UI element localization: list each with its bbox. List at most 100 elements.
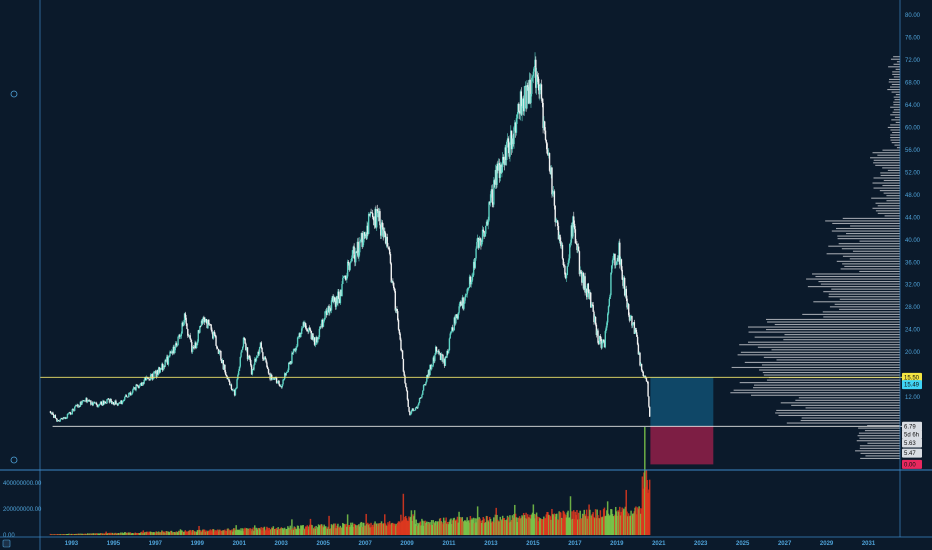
- volume-bar: [421, 520, 424, 535]
- volume-bar: [393, 523, 396, 535]
- settings-icon[interactable]: [2, 539, 11, 548]
- volume-bar: [590, 515, 593, 535]
- candle-body: [246, 347, 248, 351]
- candle-body: [549, 170, 552, 175]
- candle-body: [605, 327, 607, 332]
- volume-bar: [327, 526, 329, 535]
- volume-bar: [619, 515, 622, 535]
- pane-toggle-icon[interactable]: [10, 456, 18, 464]
- candle-body: [481, 241, 483, 246]
- volume-bar: [136, 533, 139, 535]
- volume-profile-bar: [893, 109, 900, 111]
- candle-body: [162, 366, 165, 371]
- volume-bar: [413, 516, 415, 535]
- volume-bar: [509, 521, 512, 535]
- volume-bar: [59, 534, 61, 535]
- volume-bar: [483, 518, 485, 535]
- candle-body: [216, 348, 219, 350]
- candle-body: [396, 309, 398, 312]
- candle-body: [642, 371, 644, 377]
- volume-bar: [267, 530, 270, 535]
- volume-bar: [61, 534, 64, 535]
- volume-bar: [357, 524, 359, 535]
- candle-body: [333, 297, 335, 302]
- volume-bar: [245, 528, 247, 535]
- candle-body: [403, 371, 405, 376]
- volume-bar: [338, 527, 341, 535]
- pane-toggle-icon[interactable]: [10, 90, 18, 98]
- volume-bar: [571, 511, 573, 535]
- candle-body: [238, 366, 241, 371]
- candle-body: [126, 396, 128, 398]
- volume-bar: [193, 531, 195, 535]
- candle-body: [246, 347, 249, 360]
- volume-bar: [108, 532, 111, 535]
- volume-bar: [437, 521, 439, 535]
- volume-bar: [578, 519, 581, 535]
- candle-body: [623, 277, 626, 296]
- candle-body: [335, 296, 338, 307]
- candle-body: [513, 127, 515, 145]
- volume-bar: [218, 529, 220, 535]
- volume-bar: [88, 533, 90, 535]
- volume-bar: [559, 511, 561, 535]
- volume-bar: [138, 533, 141, 535]
- candle-body: [534, 59, 536, 68]
- volume-bar: [392, 524, 395, 535]
- candle-body: [614, 253, 616, 266]
- volume-bar: [592, 512, 594, 535]
- volume-bar: [552, 515, 555, 535]
- volume-bar: [514, 513, 517, 535]
- volume-bar: [311, 525, 313, 535]
- volume-profile-bar: [780, 402, 900, 404]
- candle-body: [577, 246, 579, 251]
- candle-body: [520, 91, 522, 115]
- candle-body: [449, 333, 451, 339]
- volume-bar: [254, 529, 257, 535]
- volume-bar: [115, 533, 118, 535]
- volume-bar: [438, 518, 441, 535]
- volume-profile-bar: [778, 414, 900, 417]
- volume-bar: [530, 518, 532, 535]
- volume-bar: [489, 518, 492, 535]
- candle-body: [619, 242, 621, 265]
- candle-body: [54, 415, 57, 419]
- volume-bar: [72, 533, 74, 535]
- candle-body: [173, 346, 175, 354]
- volume-profile-bar: [895, 94, 900, 96]
- volume-bar: [367, 524, 370, 535]
- volume-bar: [577, 512, 580, 535]
- candle-body: [474, 258, 476, 268]
- x-tick-label: 2013: [484, 541, 498, 547]
- candle-body: [458, 306, 460, 313]
- volume-bar: [564, 515, 567, 535]
- candle-body: [153, 371, 156, 373]
- volume-bar: [122, 533, 124, 535]
- volume-bar: [269, 530, 271, 535]
- volume-bar: [386, 526, 388, 535]
- volume-bar: [556, 519, 559, 535]
- candle-body: [178, 335, 180, 337]
- volume-profile-bar: [859, 445, 900, 447]
- volume-bar: [625, 489, 627, 535]
- volume-bar: [449, 519, 451, 535]
- volume-bar: [380, 521, 383, 535]
- candle-body: [96, 404, 99, 408]
- volume-bar: [498, 521, 501, 535]
- candle-body: [413, 410, 416, 411]
- candle-body: [328, 306, 330, 313]
- chart-icons[interactable]: [2, 90, 18, 548]
- volume-profile-bar: [891, 91, 900, 93]
- volume-bar: [426, 524, 429, 535]
- volume-bar: [171, 532, 174, 535]
- volume-bar: [595, 518, 598, 535]
- volume-profile-bar: [882, 149, 900, 151]
- candle-body: [317, 339, 319, 343]
- candle-body: [401, 350, 403, 351]
- volume-bar: [523, 515, 526, 535]
- volume-bar: [601, 517, 603, 535]
- volume-bar: [421, 518, 423, 535]
- volume-bar: [126, 533, 128, 535]
- volume-bar: [492, 521, 494, 535]
